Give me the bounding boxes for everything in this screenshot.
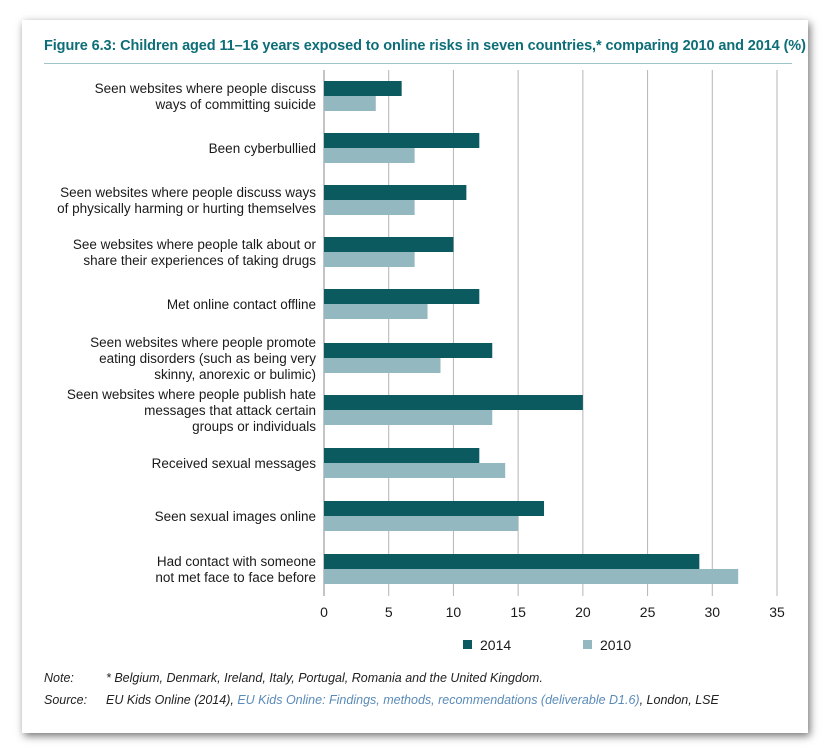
bar-2010 <box>324 516 519 531</box>
category-label: Seen websites where people promote <box>90 335 316 350</box>
category-label: groups or individuals <box>192 419 316 434</box>
category-label: Received sexual messages <box>152 456 317 471</box>
x-tick-label: 10 <box>446 604 462 620</box>
bar-2010 <box>324 569 739 584</box>
bar-2014 <box>324 448 480 463</box>
figure-title: Figure 6.3: Children aged 11–16 years ex… <box>44 38 806 54</box>
category-label: eating disorders (such as being very <box>99 351 316 366</box>
bar-2010 <box>324 148 415 163</box>
source-label: Source: <box>44 693 88 707</box>
bar-2010 <box>324 304 428 319</box>
title-divider <box>44 63 792 64</box>
category-label: ways of committing suicide <box>154 97 316 112</box>
bar-2010 <box>324 463 506 478</box>
bar-2014 <box>324 554 700 569</box>
legend-swatch-2010 <box>583 640 592 649</box>
source-link[interactable]: EU Kids Online: Findings, methods, recom… <box>237 693 640 707</box>
category-label: Seen sexual images online <box>155 509 316 524</box>
bar-2010 <box>324 200 415 215</box>
category-label: Had contact with someone <box>157 554 316 569</box>
note-text: * Belgium, Denmark, Ireland, Italy, Port… <box>106 671 543 685</box>
category-label: Seen websites where people publish hate <box>67 387 316 402</box>
source-row: Source: EU Kids Online (2014), EU Kids On… <box>44 693 719 707</box>
source-text-2: , London, LSE <box>639 693 719 707</box>
category-label: Met online contact offline <box>167 297 316 312</box>
category-label: Seen websites where people discuss ways <box>60 185 316 200</box>
bar-2010 <box>324 358 441 373</box>
x-tick-label: 30 <box>704 604 720 620</box>
x-tick-label: 35 <box>769 604 785 620</box>
bar-2014 <box>324 133 480 148</box>
bar-2014 <box>324 289 480 304</box>
category-label: of physically harming or hurting themsel… <box>57 201 316 216</box>
source-text-1: EU Kids Online (2014), <box>106 693 238 707</box>
bars <box>324 81 739 584</box>
bar-2010 <box>324 96 376 111</box>
bar-2014 <box>324 185 467 200</box>
category-label: share their experiences of taking drugs <box>83 253 316 268</box>
x-tick-label: 15 <box>510 604 526 620</box>
category-label: messages that attack certain <box>144 403 316 418</box>
category-label: skinny, anorexic or bulimic) <box>154 367 316 382</box>
x-tick-label: 0 <box>320 604 328 620</box>
x-tick-label: 25 <box>640 604 656 620</box>
x-axis-ticks: 0 5 10 15 20 25 30 35 <box>320 604 785 620</box>
bar-2014 <box>324 81 402 96</box>
legend-swatch-2014 <box>463 640 472 649</box>
bar-2014 <box>324 237 454 252</box>
legend-label: 2010 <box>600 637 631 653</box>
note-row: Note: * Belgium, Denmark, Ireland, Italy,… <box>44 671 543 685</box>
bar-2010 <box>324 252 415 267</box>
legend: 2014 2010 <box>463 637 631 653</box>
category-label: See websites where people talk about or <box>73 237 317 252</box>
bar-2014 <box>324 395 583 410</box>
bar-2010 <box>324 410 493 425</box>
note-label: Note: <box>44 671 74 685</box>
category-label: Been cyberbullied <box>209 141 316 156</box>
bar-2014 <box>324 501 545 516</box>
x-tick-label: 20 <box>575 604 591 620</box>
bar-2014 <box>324 343 493 358</box>
legend-label: 2014 <box>480 637 511 653</box>
x-tick-label: 5 <box>385 604 393 620</box>
category-label: Seen websites where people discuss <box>95 81 317 96</box>
category-label: not met face to face before <box>155 570 316 585</box>
